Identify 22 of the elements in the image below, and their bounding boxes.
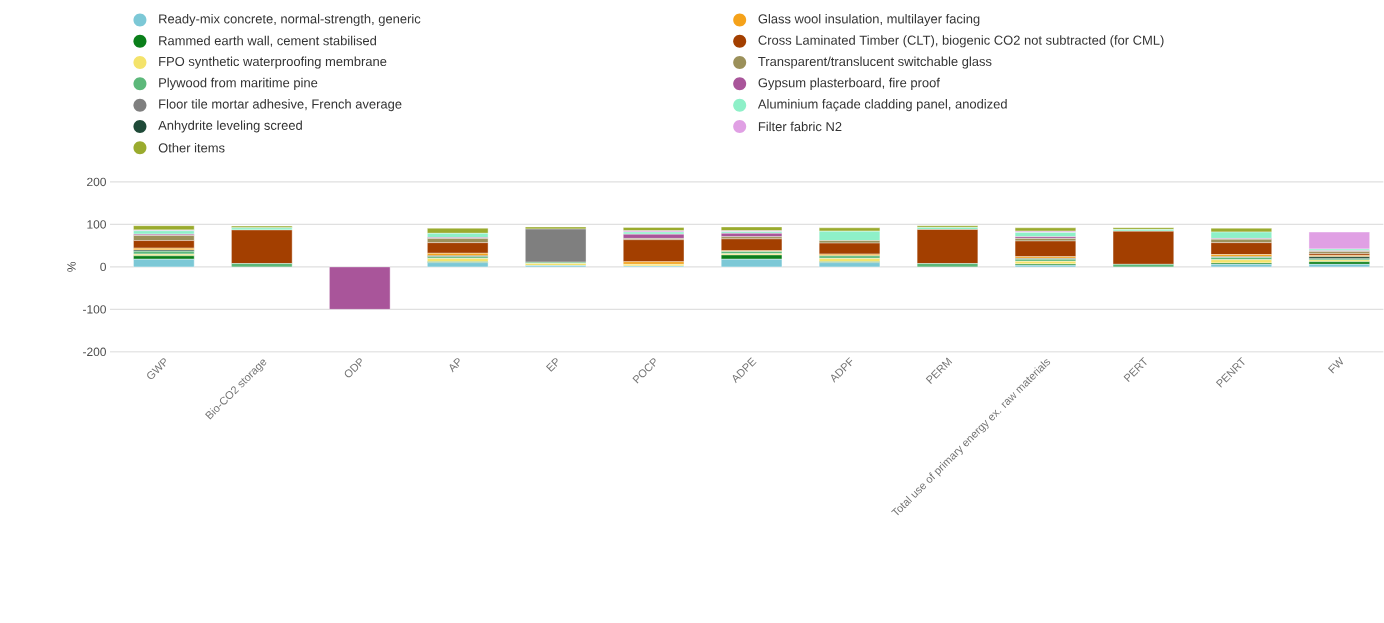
legend-label: Filter fabric N2 bbox=[758, 121, 842, 132]
x-tick-label: FW bbox=[1327, 357, 1344, 374]
legend-label: Cross Laminated Timber (CLT), biogenic CO2 not subtracted (for CML) bbox=[758, 35, 1164, 48]
legend-label: Transparent/translucent switchable glass bbox=[758, 56, 992, 69]
legend-label: Floor tile mortar adhesive, French average bbox=[159, 99, 402, 112]
y-tick-label: 100 bbox=[87, 220, 106, 229]
y-tick-label: -200 bbox=[83, 347, 106, 357]
legend-label: FPO synthetic waterproofing membrane bbox=[159, 56, 387, 69]
legend-label: Glass wool insulation, multilayer facing bbox=[758, 14, 980, 27]
legend-label: Aluminium façade cladding panel, anodized bbox=[757, 99, 1007, 112]
legend-label: Plywood from maritime pine bbox=[159, 77, 318, 91]
x-tick-label: EP bbox=[545, 358, 558, 372]
x-tick-label: AP bbox=[449, 358, 460, 373]
legend-label: Rammed earth wall, cement stabilised bbox=[159, 35, 377, 47]
y-tick-label: 200 bbox=[87, 177, 106, 187]
legend-label: Ready-mix concrete, normal-strength, generic bbox=[159, 14, 421, 27]
legend-label: Other items bbox=[158, 143, 225, 153]
legend-label: Gypsum plasterboard, fire proof bbox=[758, 77, 940, 91]
y-axis-title: % bbox=[67, 262, 76, 272]
y-tick-label: 0 bbox=[100, 262, 106, 272]
y-tick-label: -100 bbox=[83, 305, 106, 314]
legend-label: Anhydrite leveling screed bbox=[158, 120, 302, 133]
